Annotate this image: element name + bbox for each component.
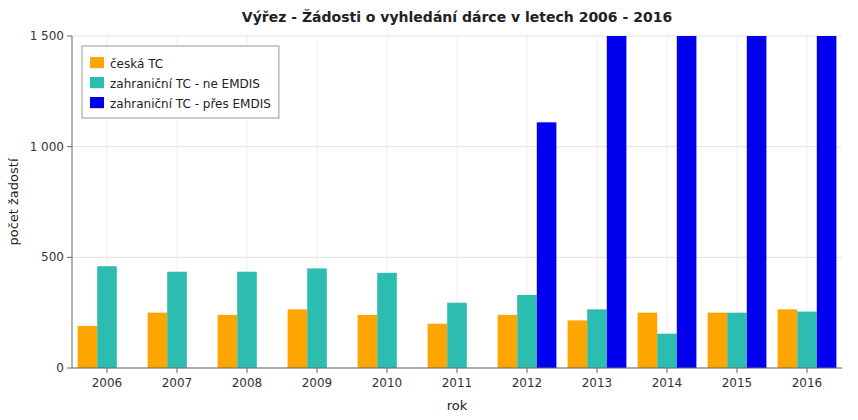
legend-swatch [90, 97, 104, 108]
bar [607, 36, 627, 368]
tick-mark [67, 146, 72, 147]
chart: 0 500 1 000 1 500 2006 2007 2008 2009 2010 2011 20… [0, 0, 858, 420]
legend: česká TC zahraniční TC - ne EMDIS zahranič… [82, 46, 279, 118]
tick-label: 2015 [722, 376, 753, 390]
bar [307, 268, 327, 368]
bar [657, 334, 677, 368]
tick-mark-x [247, 368, 248, 373]
y-axis [72, 36, 73, 368]
tick-mark-x [177, 368, 178, 373]
bar [428, 324, 448, 368]
grid [72, 36, 842, 368]
bar [568, 320, 588, 368]
bar [587, 309, 607, 368]
tick-mark-x [317, 368, 318, 373]
tick-mark-x [597, 368, 598, 373]
tick-label: 0 [56, 361, 64, 375]
bar [677, 36, 697, 368]
tick-mark-x [807, 368, 808, 373]
bar [727, 313, 747, 368]
legend-swatch [90, 77, 104, 88]
bar [708, 313, 728, 368]
tick-label: 2014 [652, 376, 683, 390]
tick-label: 2007 [162, 376, 193, 390]
tick-mark [67, 36, 72, 37]
tick-mark-x [457, 368, 458, 373]
legend-box [82, 46, 279, 118]
tick-label: 2006 [92, 376, 123, 390]
bar [447, 303, 467, 368]
tick-label: 2010 [372, 376, 403, 390]
tick-mark-x [737, 368, 738, 373]
tick-label: 2012 [512, 376, 543, 390]
tick-label: 2011 [442, 376, 473, 390]
tick-mark-x [527, 368, 528, 373]
tick-label: 1 000 [30, 140, 64, 154]
bar [288, 309, 308, 368]
legend-swatch [90, 57, 104, 68]
bar [778, 309, 798, 368]
tick-mark-x [667, 368, 668, 373]
bar [817, 36, 837, 368]
bar [747, 36, 767, 368]
bar [797, 312, 817, 368]
tick-mark-x [387, 368, 388, 373]
bar [638, 313, 658, 368]
legend-label: česká TC [110, 57, 163, 71]
bar [358, 315, 378, 368]
bar [537, 122, 557, 368]
tick-mark [67, 257, 72, 258]
bars [78, 36, 837, 368]
tick-label: 2009 [302, 376, 333, 390]
bar [218, 315, 238, 368]
tick-label: 2008 [232, 376, 263, 390]
title: Výřez - Žádosti o vyhledání dárce v lete… [242, 9, 672, 25]
bar [498, 315, 518, 368]
bar [148, 313, 168, 368]
bar [167, 272, 187, 368]
bar [517, 295, 537, 368]
tick-label: 1 500 [30, 29, 64, 43]
tick-mark-x [107, 368, 108, 373]
tick-label: 500 [41, 250, 64, 264]
bar [78, 326, 98, 368]
tick-mark [67, 368, 72, 369]
legend-label: zahraniční TC - ne EMDIS [110, 77, 260, 91]
grid-line-x [667, 36, 668, 368]
bar [237, 272, 257, 368]
bar [97, 266, 117, 368]
x-axis-label: rok [447, 398, 468, 413]
bar [377, 273, 397, 368]
tick-label: 2013 [582, 376, 613, 390]
legend-label: zahraniční TC - přes EMDIS [110, 97, 271, 111]
y-axis-label: počet žadostí [6, 158, 21, 245]
tick-label: 2016 [792, 376, 823, 390]
